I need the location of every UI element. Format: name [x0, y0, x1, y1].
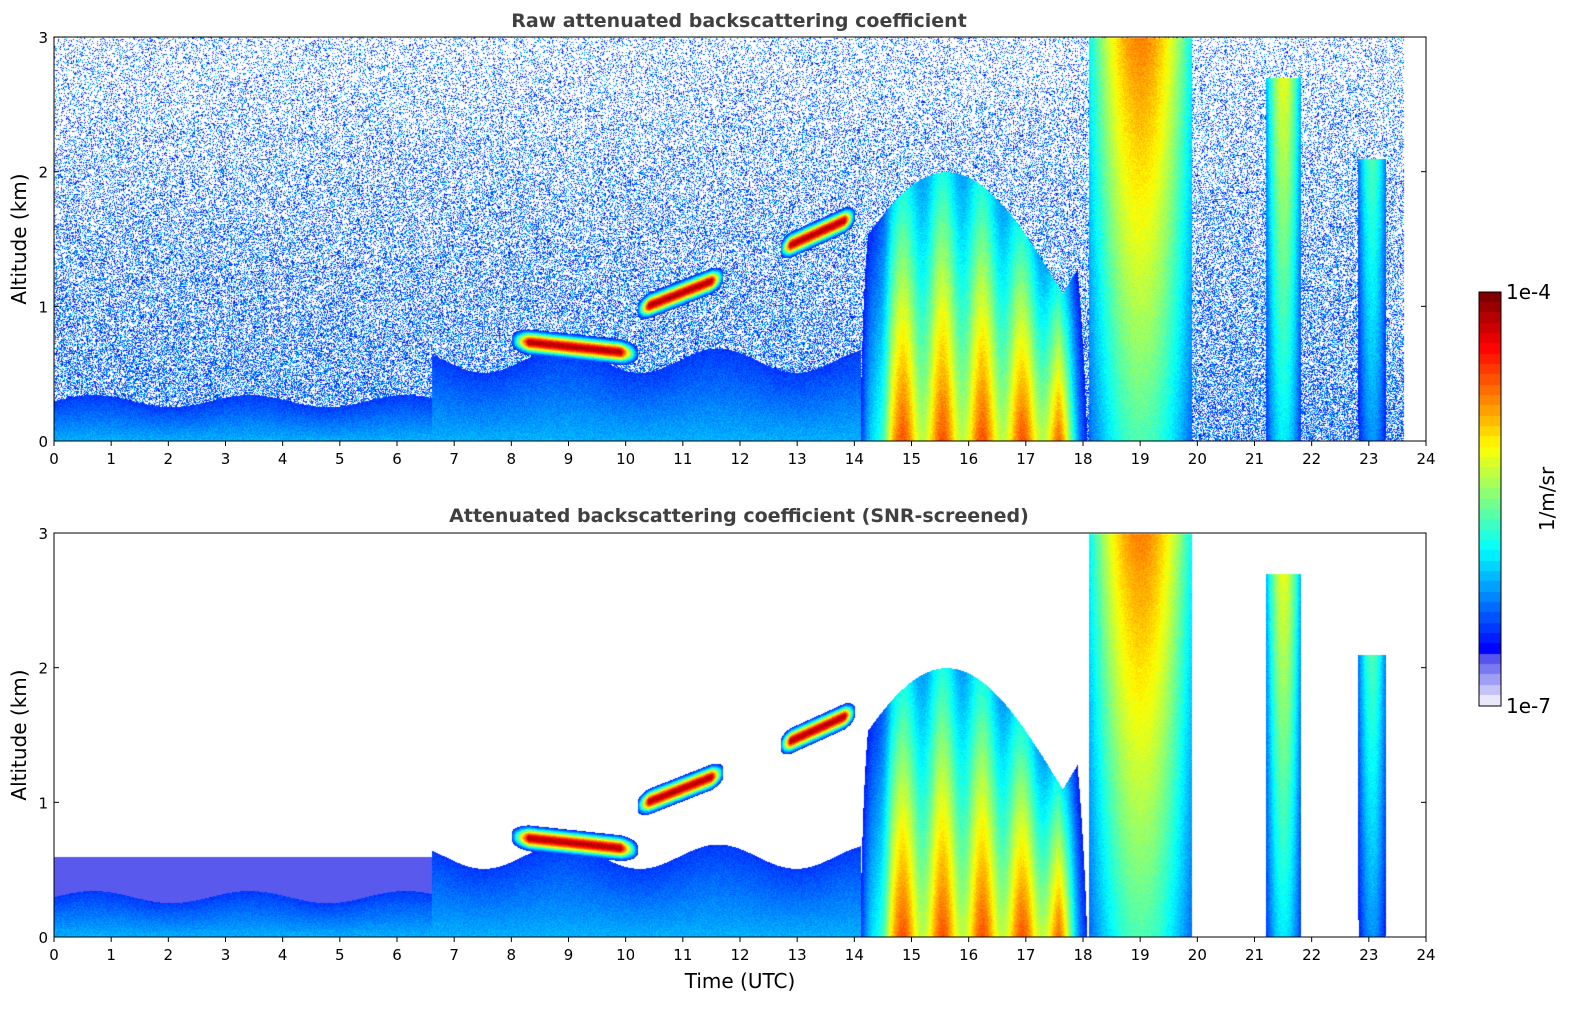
x-tick-label: 15 — [902, 450, 921, 468]
x-tick-label: 14 — [845, 946, 864, 964]
x-tick-label: 21 — [1245, 946, 1264, 964]
y-axis: 0 1 2 3 — [38, 29, 1426, 451]
x-tick-label: 24 — [1416, 450, 1435, 468]
colorbar-max-label: 1e-4 — [1506, 280, 1551, 304]
x-tick-label: 3 — [221, 946, 231, 964]
x-tick-label: 18 — [1073, 946, 1092, 964]
x-tick-label: 5 — [335, 946, 345, 964]
y-tick-label: 2 — [38, 660, 48, 678]
x-tick-label: 24 — [1416, 946, 1435, 964]
x-tick-label: 16 — [959, 946, 978, 964]
x-tick-label: 4 — [278, 450, 288, 468]
x-tick-label: 23 — [1359, 450, 1378, 468]
x-axis: 0 1 2 3 4 5 6 7 8 9 10 11 12 13 14 15 16 17 18 19 20 21 22 23 24 — [49, 441, 1436, 468]
x-axis: 0 1 2 3 4 5 6 7 8 9 10 11 12 13 14 15 16 17 18 19 20 21 22 23 24 — [49, 937, 1436, 964]
y-tick-label: 1 — [38, 298, 48, 316]
x-tick-label: 20 — [1188, 946, 1207, 964]
x-tick-label: 17 — [1016, 946, 1035, 964]
x-tick-label: 14 — [845, 450, 864, 468]
heatmap-area — [54, 533, 1426, 937]
y-tick-label: 1 — [38, 794, 48, 812]
panel-screened: Attenuated backscattering coefficient (S… — [7, 505, 1436, 993]
x-tick-label: 10 — [616, 450, 635, 468]
colorbar-frame — [1478, 291, 1502, 707]
x-tick-label: 11 — [673, 946, 692, 964]
panel-title: Attenuated backscattering coefficient (S… — [449, 505, 1029, 527]
y-tick-label: 3 — [38, 29, 48, 47]
x-tick-label: 15 — [902, 946, 921, 964]
panel-title: Raw attenuated backscattering coefficien… — [511, 10, 967, 32]
x-tick-label: 6 — [392, 450, 402, 468]
x-tick-label: 12 — [730, 946, 749, 964]
x-tick-label: 7 — [449, 946, 459, 964]
x-tick-label: 7 — [449, 450, 459, 468]
x-tick-label: 9 — [564, 450, 574, 468]
y-tick-label: 3 — [38, 525, 48, 543]
colorbar-min-label: 1e-7 — [1506, 694, 1551, 718]
colorbar: 1e-4 1e-7 1/m/sr — [1478, 280, 1559, 718]
x-tick-label: 5 — [335, 450, 345, 468]
x-tick-label: 0 — [49, 946, 59, 964]
x-tick-label: 13 — [788, 450, 807, 468]
y-axis: 0 1 2 3 — [38, 525, 1426, 947]
y-tick-label: 0 — [38, 929, 48, 947]
x-tick-label: 8 — [507, 450, 517, 468]
x-tick-label: 10 — [616, 946, 635, 964]
x-tick-label: 21 — [1245, 450, 1264, 468]
x-tick-label: 22 — [1302, 946, 1321, 964]
y-tick-label: 2 — [38, 164, 48, 182]
x-tick-label: 6 — [392, 946, 402, 964]
x-tick-label: 19 — [1131, 450, 1150, 468]
x-tick-label: 3 — [221, 450, 231, 468]
x-tick-label: 1 — [106, 946, 116, 964]
y-tick-label: 0 — [38, 433, 48, 451]
x-tick-label: 0 — [49, 450, 59, 468]
x-tick-label: 16 — [959, 450, 978, 468]
x-axis-label: Time (UTC) — [684, 969, 796, 993]
x-tick-label: 23 — [1359, 946, 1378, 964]
x-tick-label: 2 — [164, 450, 174, 468]
panel-raw: Raw attenuated backscattering coefficien… — [7, 10, 1436, 468]
x-tick-label: 8 — [507, 946, 517, 964]
x-tick-label: 9 — [564, 946, 574, 964]
x-tick-label: 12 — [730, 450, 749, 468]
x-tick-label: 13 — [788, 946, 807, 964]
x-tick-label: 22 — [1302, 450, 1321, 468]
x-tick-label: 19 — [1131, 946, 1150, 964]
x-tick-label: 4 — [278, 946, 288, 964]
x-tick-label: 1 — [106, 450, 116, 468]
colorbar-gradient — [1479, 292, 1501, 706]
x-tick-label: 18 — [1073, 450, 1092, 468]
colorbar-unit-label: 1/m/sr — [1535, 466, 1559, 531]
y-axis-label: Altitude (km) — [7, 173, 31, 304]
x-tick-label: 20 — [1188, 450, 1207, 468]
x-tick-label: 11 — [673, 450, 692, 468]
x-tick-label: 2 — [164, 946, 174, 964]
x-tick-label: 17 — [1016, 450, 1035, 468]
heatmap-area — [54, 37, 1426, 441]
y-axis-label: Altitude (km) — [7, 669, 31, 800]
